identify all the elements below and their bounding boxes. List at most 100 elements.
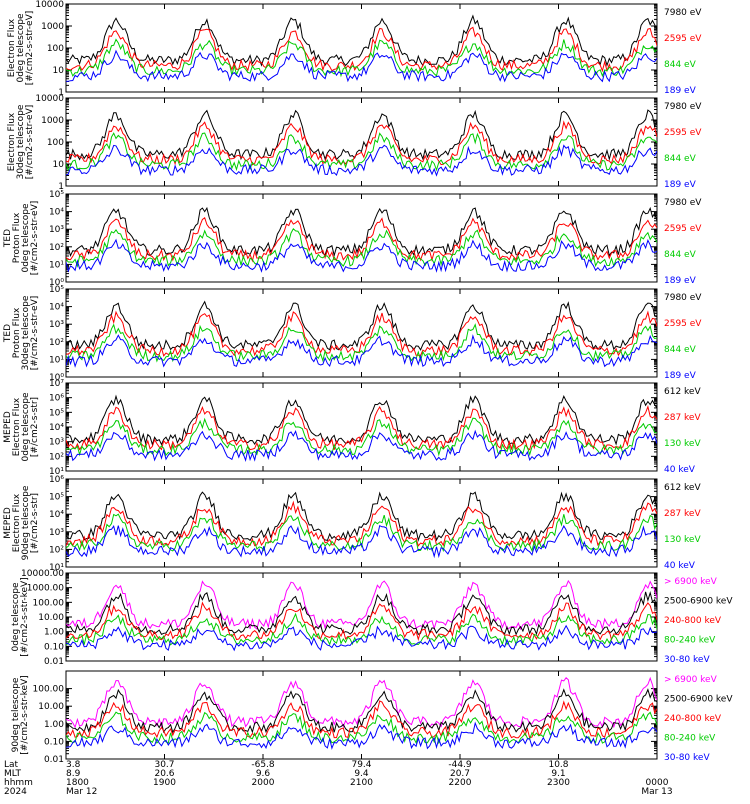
y-axis-label: 30deg telescope	[21, 295, 31, 370]
y-tick-label: 10⁵	[49, 285, 64, 295]
legend-entry: 7980 eV	[664, 102, 702, 112]
y-axis-label: 0deg telescope	[11, 582, 21, 652]
x-tick-label: 0000	[646, 778, 669, 788]
series-trace	[66, 612, 657, 647]
y-axis-label: MEPED	[3, 411, 13, 443]
x-tick-label: 2100	[350, 778, 373, 788]
y-tick-label: 0.10	[44, 642, 64, 652]
y-tick-label: 10	[53, 66, 65, 76]
y-tick-label: 10³	[49, 438, 64, 448]
legend-entry: 844 eV	[664, 60, 697, 70]
y-tick-label: 10⁴	[49, 510, 64, 520]
x-tick-label: -65.8	[251, 760, 275, 770]
series-trace	[66, 417, 657, 457]
legend-entry: 2595 eV	[664, 34, 702, 44]
series-trace	[66, 206, 657, 258]
series-trace	[66, 429, 657, 462]
y-axis-label: [#/cm2-s-str-keV]	[20, 577, 30, 656]
y-tick-label: 10²	[49, 545, 64, 555]
y-tick-label: 10³	[49, 225, 64, 235]
x-tick-label: 30.7	[154, 760, 174, 770]
x-tick-label: 2000	[252, 778, 275, 788]
y-tick-label: 10	[53, 160, 65, 170]
y-tick-label: 100.00	[33, 685, 65, 695]
y-axis-label: TED	[3, 229, 13, 248]
panel-4: 10⁰ 10¹ 10² 10³ 10⁴ 10⁵ TED Proton Flux 30deg te…	[3, 285, 702, 383]
y-axis-label: TED	[3, 324, 13, 343]
x-tick-label: 1900	[153, 778, 176, 788]
y-axis-label: Electron Flux	[12, 397, 22, 456]
y-tick-label: 1000.00	[27, 584, 64, 594]
series-trace	[66, 227, 657, 268]
x-tick-label: 20.7	[450, 769, 470, 779]
series-trace	[66, 394, 657, 447]
series-trace	[66, 500, 657, 548]
series-trace	[66, 721, 657, 750]
legend-entry: 80-240 keV	[664, 734, 716, 744]
series-trace	[66, 216, 657, 263]
series-trace	[66, 700, 657, 739]
legend-entry: > 6900 keV	[664, 577, 718, 587]
legend-entry: 189 eV	[664, 371, 697, 381]
series-trace	[66, 14, 657, 67]
x-tick-label: 10.8	[548, 760, 568, 770]
legend-entry: 189 eV	[664, 180, 697, 190]
legend-entry: 287 keV	[664, 413, 701, 423]
series-trace	[66, 624, 657, 652]
series-trace	[66, 238, 657, 273]
legend-entry: 189 eV	[664, 276, 697, 286]
y-tick-label: 10⁵	[49, 190, 64, 200]
x-tick-label: 9.4	[354, 769, 369, 779]
y-tick-label: 10¹	[49, 563, 64, 573]
y-tick-label: 1.00	[44, 720, 64, 730]
legend-entry: 2595 eV	[664, 224, 702, 234]
x-tick-label: Mar 13	[641, 787, 672, 797]
x-tick-label: 2200	[449, 778, 472, 788]
y-tick-label: 10¹	[49, 467, 64, 477]
y-tick-label: 100.00	[33, 598, 65, 608]
y-tick-label: 0.01	[44, 755, 64, 765]
y-axis-label: 0deg telescope	[21, 392, 31, 462]
legend-entry: 612 keV	[664, 483, 701, 493]
series-trace	[66, 601, 657, 642]
y-tick-label: 10²	[49, 338, 64, 348]
y-tick-label: 100	[47, 44, 64, 54]
y-axis-label: [#/cm2-s-str-keV]	[20, 675, 30, 754]
series-trace	[66, 513, 657, 553]
legend-entry: 40 keV	[664, 561, 696, 571]
series-trace	[66, 491, 657, 542]
y-axis-label: 90deg telescope	[21, 485, 31, 560]
series-trace	[66, 334, 657, 368]
y-tick-label: 1	[58, 182, 64, 192]
y-tick-label: 10⁵	[49, 408, 64, 418]
y-axis-label: Electron Flux	[7, 112, 17, 171]
x-row-label: hhmm	[4, 778, 33, 788]
x-tick-label: 2300	[547, 778, 570, 788]
y-tick-label: 10¹	[49, 260, 64, 270]
panel-3: 10⁰ 10¹ 10² 10³ 10⁴ 10⁵ TED Proton Flux 0deg tel…	[3, 190, 702, 288]
y-tick-label: 10000.00	[21, 569, 64, 579]
x-tick-label: 8.9	[66, 769, 81, 779]
y-axis-label: Electron Flux	[7, 18, 17, 77]
x-row-label: MLT	[4, 769, 22, 779]
panel-6: 10¹ 10² 10³ 10⁴ 10⁵ 10⁶ MEPED Electron Flux 90de…	[3, 475, 701, 573]
x-tick-label: 1800	[66, 778, 89, 788]
series-trace	[66, 38, 657, 78]
series-trace	[66, 26, 657, 73]
y-tick-label: 10²	[49, 243, 64, 253]
x-tick-label: 9.6	[256, 769, 271, 779]
y-axis-label: 0deg telescope	[16, 13, 26, 83]
y-tick-label: 1000	[41, 116, 64, 126]
legend-entry: 240-800 keV	[664, 616, 722, 626]
y-axis-label: MEPED	[3, 507, 13, 539]
y-tick-label: 10¹	[49, 355, 64, 365]
panel-8: 0.01 0.10 1.00 10.00 100.00 90deg telescope [#…	[11, 670, 733, 765]
x-tick-label: 79.4	[351, 760, 371, 770]
y-tick-label: 10³	[49, 320, 64, 330]
legend-entry: 130 keV	[664, 535, 701, 545]
y-tick-label: 0.01	[44, 657, 64, 667]
legend-entry: 844 eV	[664, 345, 697, 355]
y-tick-label: 0.10	[44, 737, 64, 747]
